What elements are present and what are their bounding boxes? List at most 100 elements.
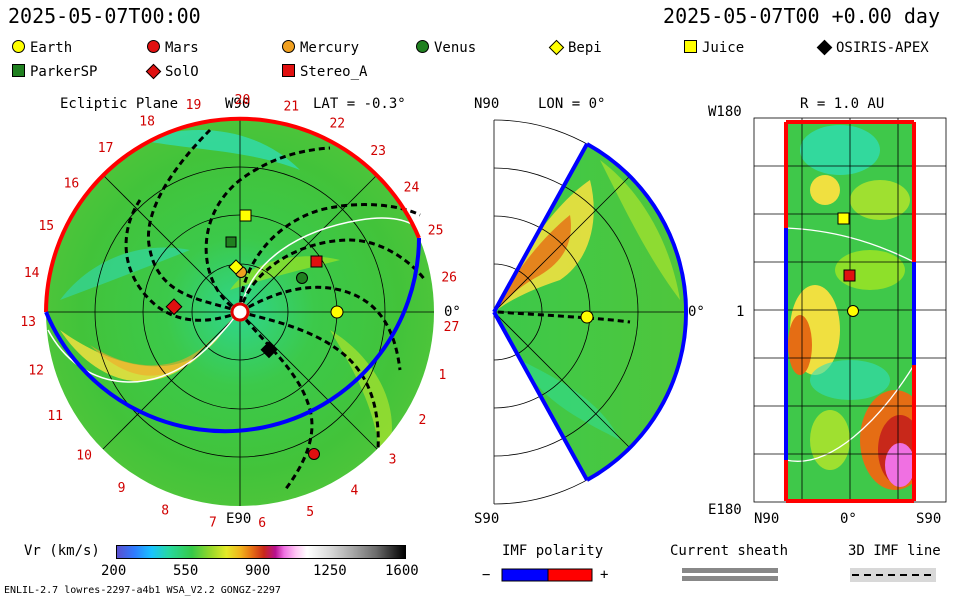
legend-label: OSIRIS-APEX: [836, 40, 929, 56]
venus-marker: [296, 272, 308, 284]
legend-label: Mars: [165, 40, 199, 56]
radial-bottom-left-label: E180: [708, 502, 742, 518]
radial-bodies: [837, 212, 859, 317]
carrington-tick-label: 11: [47, 409, 63, 424]
current-sheath-title: Current sheath: [670, 543, 789, 559]
carrington-tick-label: 9: [118, 481, 126, 496]
meridional-right-label: 0°: [688, 304, 705, 320]
meridional-bottom-label: S90: [474, 511, 500, 527]
carrington-tick-label: 7: [209, 515, 217, 530]
radial-mid-left-label: 1: [736, 304, 745, 320]
ecliptic-right-label: 0°: [444, 304, 461, 320]
legend-mercury: Mercury: [282, 40, 359, 56]
radial-stereo-a-marker: [843, 269, 856, 282]
osiris-apex-marker: [260, 341, 278, 359]
parkersp-marker-icon: [12, 64, 25, 77]
ecliptic-title: Ecliptic Plane: [60, 96, 179, 112]
meridional-lon-label: LON = 0°: [538, 96, 606, 112]
radial-top-left-label: W180: [708, 104, 742, 120]
imf-polarity-title: IMF polarity: [502, 543, 604, 559]
mars-marker: [308, 448, 320, 460]
imf-plus-label: +: [600, 567, 609, 583]
parkersp-marker: [225, 236, 237, 248]
meridional-top-label: N90: [474, 96, 500, 112]
carrington-tick-label: 8: [161, 503, 169, 518]
legend-osiris-apex: OSIRIS-APEX: [816, 39, 929, 56]
colorbar-tick: 200: [101, 563, 127, 579]
ecliptic-bottom-label: E90: [226, 511, 252, 527]
carrington-tick-label: 4: [350, 484, 358, 499]
carrington-tick-label: 22: [329, 117, 345, 132]
legend-parkersp: ParkerSP: [12, 64, 97, 80]
radial-earth-marker: [847, 305, 859, 317]
imf-minus-label: −: [482, 567, 491, 583]
bepi-marker: [228, 259, 244, 275]
radial-x-left-label: N90: [754, 511, 780, 527]
radial-x-right-label: S90: [916, 511, 942, 527]
juice-marker-icon: [684, 40, 697, 53]
carrington-tick-label: 23: [370, 144, 386, 159]
juice-marker: [239, 209, 252, 222]
carrington-tick-label: 15: [38, 219, 54, 234]
imf3d-swatch: [850, 568, 936, 582]
carrington-tick-label: 13: [20, 315, 36, 330]
sun-icon: [230, 302, 250, 322]
carrington-tick-label: 10: [76, 449, 92, 464]
solo-marker: [165, 298, 183, 316]
venus-marker-icon: [416, 40, 429, 53]
carrington-tick-label: 18: [139, 115, 155, 130]
colorbar-label: Vr (km/s): [24, 543, 100, 559]
legend-stereo-a: Stereo_A: [282, 64, 367, 80]
meridional-imf-line: [497, 310, 631, 324]
legend-label: Stereo_A: [300, 64, 368, 80]
carrington-tick-label: 5: [306, 505, 314, 520]
carrington-tick-label: 19: [186, 98, 202, 113]
earth-marker: [330, 305, 344, 319]
carrington-tick-label: 20: [235, 93, 251, 108]
imf3d-title: 3D IMF line: [848, 543, 941, 559]
legend-label: SolO: [165, 64, 199, 80]
carrington-tick-label: 6: [258, 516, 266, 531]
radial-r-label: R = 1.0 AU: [800, 96, 885, 112]
radial-polarity-border: [784, 120, 916, 503]
stereo-a-marker-icon: [282, 64, 295, 77]
ecliptic-lat-label: LAT = -0.3°: [313, 96, 406, 112]
footer-model-info: ENLIL-2.7 lowres-2297-a4b1 WSA_V2.2 GONG…: [4, 585, 281, 596]
carrington-tick-label: 21: [283, 99, 299, 114]
colorbar-tick: 1250: [313, 563, 347, 579]
legend-label: Earth: [30, 40, 73, 56]
legend-label: Venus: [434, 40, 477, 56]
legend-venus: Venus: [416, 40, 476, 56]
velocity-colorbar: [116, 545, 406, 559]
radial-juice-marker: [837, 212, 850, 225]
carrington-tick-label: 14: [24, 266, 40, 281]
earth-marker-icon: [12, 40, 25, 53]
meridional-earth-marker: [580, 310, 594, 324]
meridional-polarity-edges: [492, 142, 689, 482]
legend-bepi: Bepi: [548, 39, 602, 56]
legend-earth: Earth: [12, 40, 72, 56]
colorbar-tick: 1600: [385, 563, 419, 579]
current-sheath-swatch: [682, 568, 778, 581]
legend-label: Bepi: [568, 40, 602, 56]
legend-juice: Juice: [684, 40, 744, 56]
carrington-tick-label: 16: [64, 176, 80, 191]
imf-negative-swatch: [501, 568, 549, 582]
ecliptic-imf-polarity-ring: [44, 116, 421, 434]
carrington-tick-label: 1: [438, 368, 446, 383]
left-timestamp: 2025-05-07T00:00: [8, 4, 201, 28]
legend-solo: SolO: [145, 63, 199, 80]
legend-label: ParkerSP: [30, 64, 98, 80]
carrington-tick-label: 27: [444, 320, 460, 335]
legend-label: Juice: [702, 40, 745, 56]
carrington-tick-label: 24: [404, 180, 420, 195]
carrington-tick-label: 3: [389, 452, 397, 467]
ecliptic-bodies: [165, 209, 344, 460]
radial-x-mid-label: 0°: [840, 511, 857, 527]
colorbar-tick: 900: [245, 563, 271, 579]
right-timestamp: 2025-05-07T00 +0.00 day: [663, 4, 940, 28]
mars-marker-icon: [147, 40, 160, 53]
colorbar-tick: 550: [173, 563, 199, 579]
